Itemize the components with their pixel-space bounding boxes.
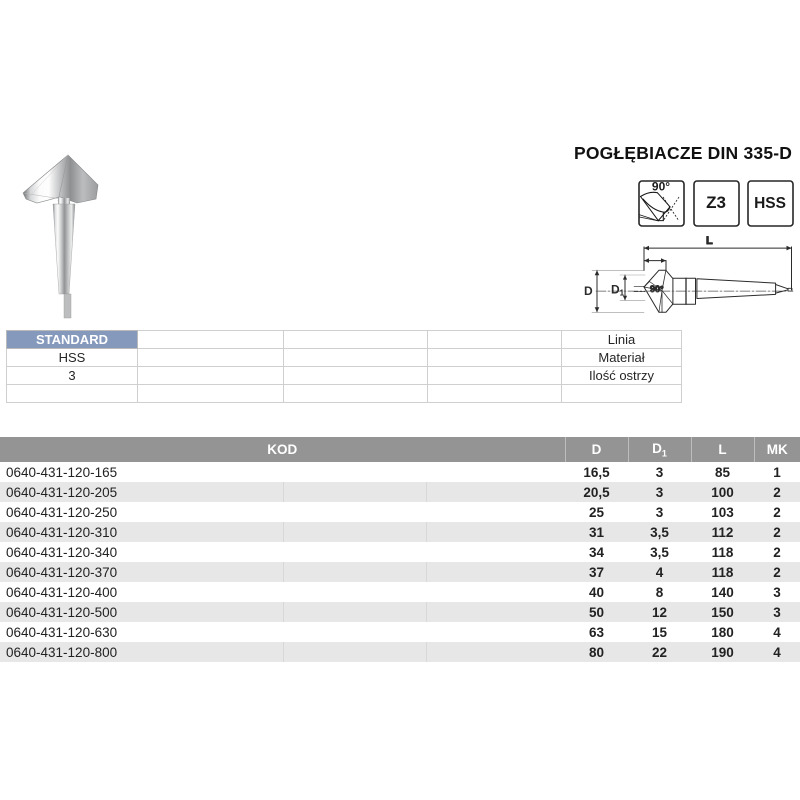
svg-text:D: D (584, 284, 593, 298)
svg-text:D1: D1 (611, 283, 625, 298)
svg-text:L: L (706, 235, 713, 247)
svg-text:90°: 90° (650, 284, 664, 294)
